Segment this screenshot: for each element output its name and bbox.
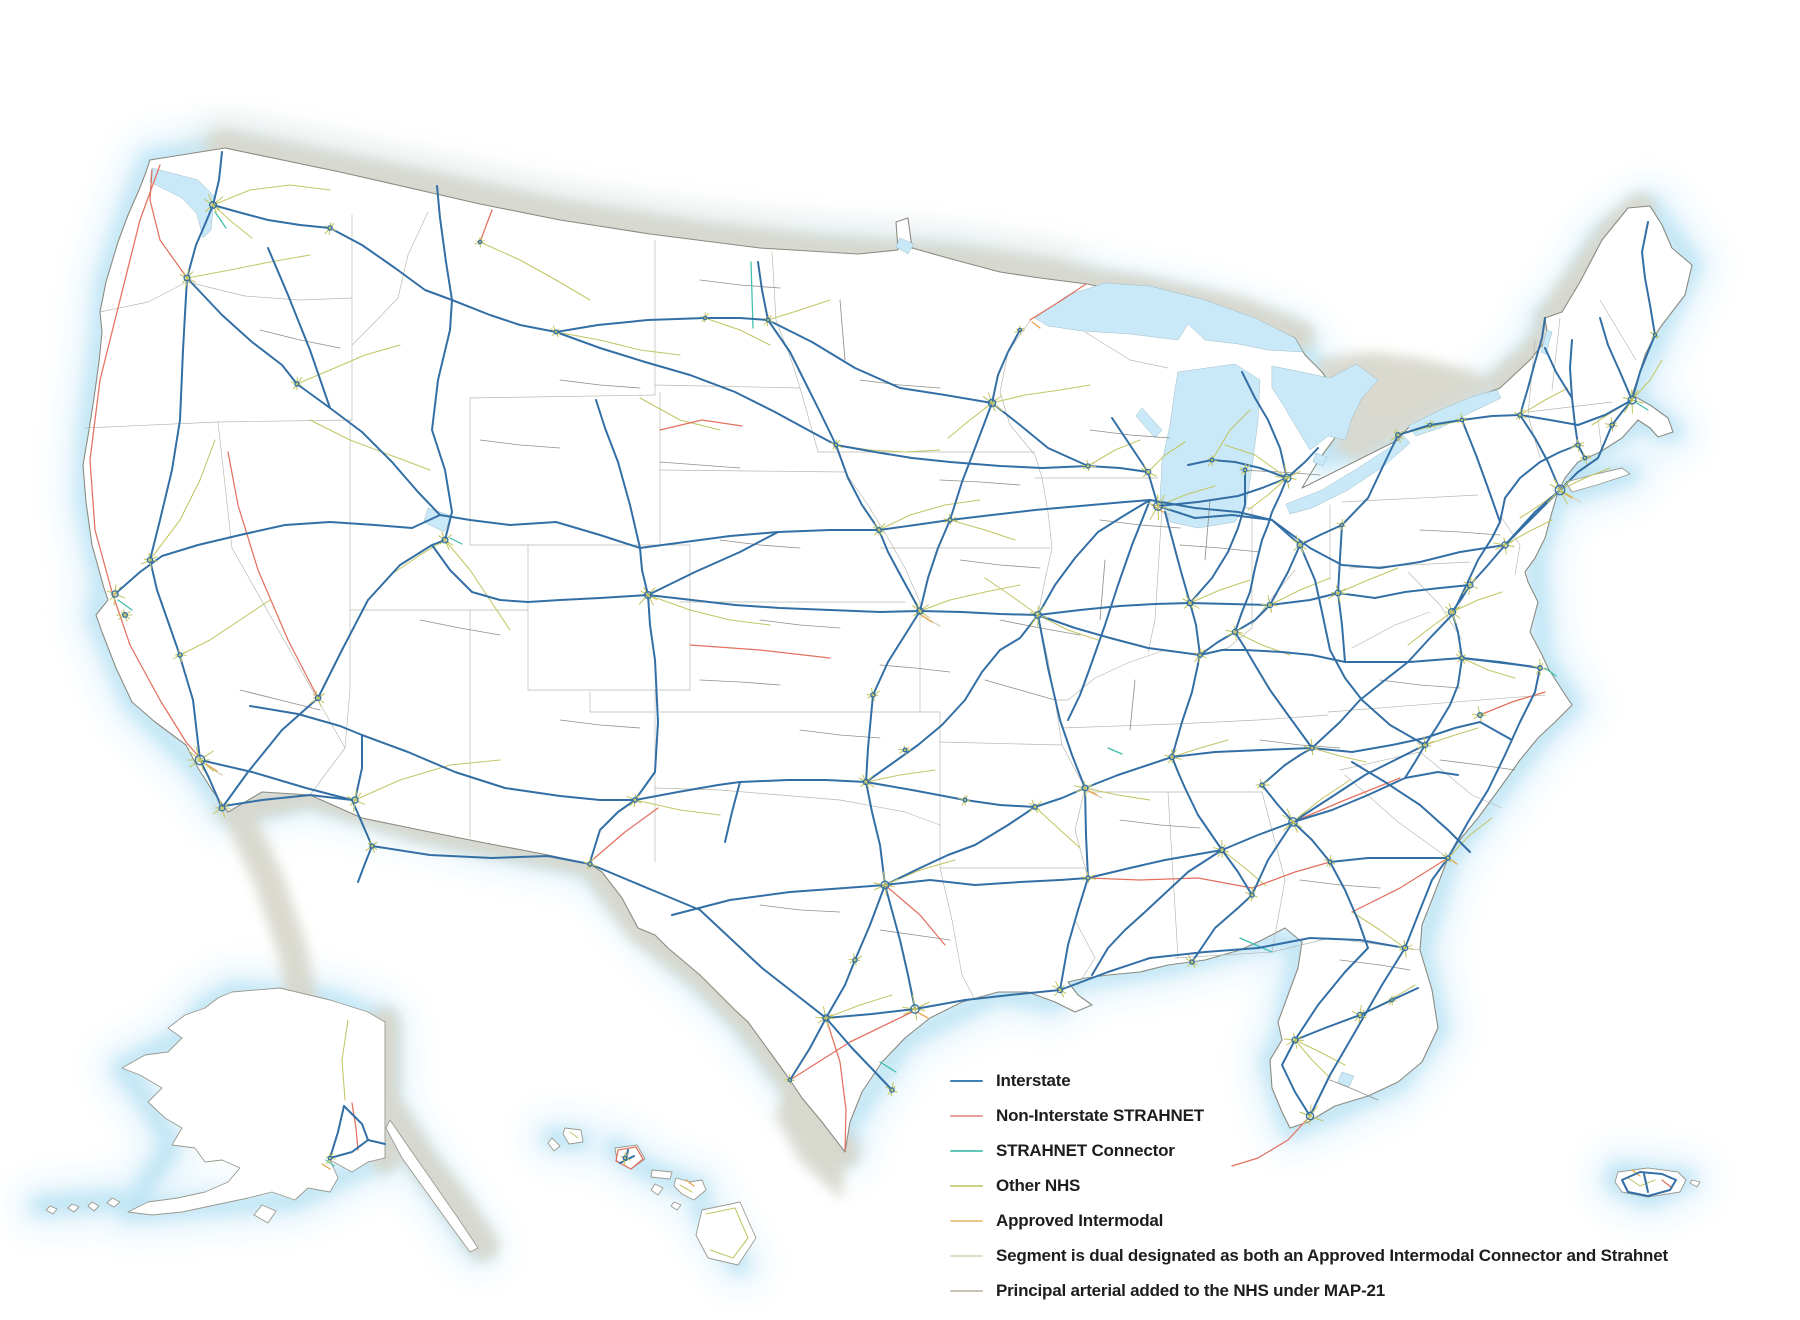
- legend-label: Interstate: [996, 1071, 1071, 1090]
- map-legend: Interstate Non-Interstate STRAHNET STRAH…: [950, 1070, 1668, 1302]
- legend-item-map21-principal-arterial: Principal arterial added to the NHS unde…: [950, 1280, 1668, 1302]
- intermodal-line-swatch: [950, 1219, 983, 1223]
- legend-label: Segment is dual designated as both an Ap…: [996, 1246, 1668, 1265]
- legend-item-dual-designated: Segment is dual designated as both an Ap…: [950, 1245, 1668, 1267]
- layer-lakes: [149, 167, 1553, 1088]
- layer-roads-interstate: [114, 151, 1677, 1197]
- legend-label: STRAHNET Connector: [996, 1141, 1175, 1160]
- connector-line-swatch: [950, 1149, 983, 1153]
- legend-label: Principal arterial added to the NHS unde…: [996, 1281, 1386, 1300]
- interstate-line-swatch: [950, 1079, 983, 1083]
- map21-line-swatch: [950, 1289, 983, 1293]
- legend-label: Non-Interstate STRAHNET: [996, 1106, 1204, 1125]
- legend-item-other-nhs: Other NHS: [950, 1175, 1668, 1197]
- map-layers: [14, 118, 1718, 1291]
- layer-roads-strahnet-connector: [117, 211, 1649, 1167]
- dual-designated-line-swatch: [950, 1254, 983, 1258]
- legend-item-approved-intermodal: Approved Intermodal: [950, 1210, 1668, 1232]
- legend-label: Other NHS: [996, 1176, 1081, 1195]
- other-nhs-line-swatch: [950, 1184, 983, 1188]
- legend-item-non-interstate-strahnet: Non-Interstate STRAHNET: [950, 1105, 1668, 1127]
- strahnet-line-swatch: [950, 1114, 983, 1118]
- layer-land-islands: [45, 467, 1701, 1266]
- legend-label: Approved Intermodal: [996, 1211, 1164, 1230]
- legend-item-strahnet-connector: STRAHNET Connector: [950, 1140, 1668, 1162]
- legend-item-interstate: Interstate: [950, 1070, 1668, 1092]
- layer-city-clusters: [106, 194, 1660, 1166]
